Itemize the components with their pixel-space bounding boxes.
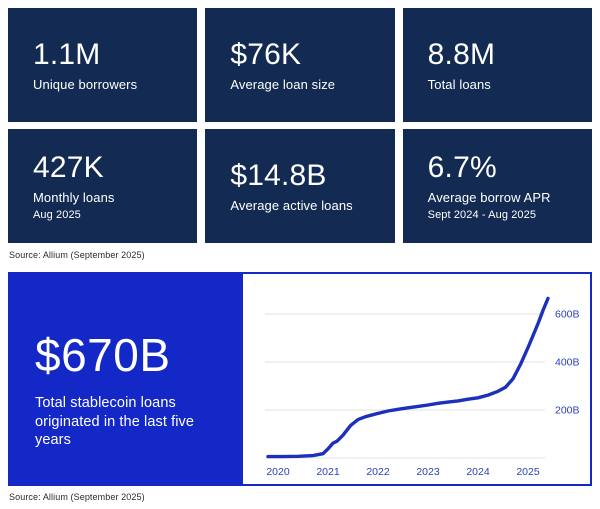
highlight-description-line: originated in the last five years bbox=[35, 413, 195, 449]
line-chart-svg: 200B 400B 600B 2020 2021 2022 2023 2024 2025 bbox=[265, 296, 580, 478]
chart-source: Source: Allium (September 2025) bbox=[9, 492, 145, 502]
stat-sublabel: Sept 2024 - Aug 2025 bbox=[427, 209, 537, 221]
highlight-panel: $670B Total stablecoin loans originated … bbox=[10, 274, 243, 484]
svg-text:400B: 400B bbox=[555, 357, 580, 369]
stat-card-unique-borrowers: 1.1M Unique borrowers bbox=[8, 8, 198, 122]
stat-card-average-loan-size: $76K Average loan size bbox=[205, 8, 395, 122]
stat-value: 8.8M bbox=[427, 38, 496, 71]
stat-label: Average loan size bbox=[230, 77, 336, 92]
svg-text:2020: 2020 bbox=[266, 466, 290, 478]
svg-text:600B: 600B bbox=[555, 309, 580, 321]
stat-card-average-active-loans: $14.8B Average active loans bbox=[205, 129, 395, 243]
stat-label: Total loans bbox=[427, 77, 491, 92]
highlight-description: Total stablecoin loans originated in the… bbox=[35, 394, 223, 450]
stat-value: 6.7% bbox=[427, 151, 497, 184]
svg-text:2023: 2023 bbox=[416, 466, 440, 478]
stat-value: $76K bbox=[230, 38, 302, 71]
stats-grid: 1.1M Unique borrowers $76K Average loan … bbox=[8, 8, 592, 243]
stat-value: $14.8B bbox=[230, 159, 327, 192]
highlight-value: $670B bbox=[35, 329, 171, 381]
stat-card-total-loans: 8.8M Total loans bbox=[402, 8, 592, 122]
svg-text:2025: 2025 bbox=[516, 466, 540, 478]
loan-origination-card: $670B Total stablecoin loans originated … bbox=[8, 272, 592, 486]
stat-value: 427K bbox=[33, 151, 104, 184]
stat-value: 1.1M bbox=[33, 38, 101, 71]
stat-label: Unique borrowers bbox=[33, 77, 138, 92]
svg-text:200B: 200B bbox=[555, 405, 580, 417]
stat-sublabel: Aug 2025 bbox=[33, 209, 81, 221]
stat-label: Average borrow APR bbox=[427, 190, 551, 205]
loan-origination-line-chart: 200B 400B 600B 2020 2021 2022 2023 2024 2025 bbox=[243, 274, 590, 484]
stat-card-average-borrow-apr: 6.7% Average borrow APR Sept 2024 - Aug … bbox=[402, 129, 592, 243]
stats-source: Source: Allium (September 2025) bbox=[9, 250, 145, 260]
svg-text:2024: 2024 bbox=[466, 466, 490, 478]
svg-text:2021: 2021 bbox=[316, 466, 340, 478]
stat-card-monthly-loans: 427K Monthly loans Aug 2025 bbox=[8, 129, 198, 243]
stat-label: Average active loans bbox=[230, 198, 353, 213]
highlight-description-line: Total stablecoin loans bbox=[35, 395, 176, 411]
svg-text:2022: 2022 bbox=[366, 466, 390, 478]
stat-label: Monthly loans bbox=[33, 190, 115, 205]
